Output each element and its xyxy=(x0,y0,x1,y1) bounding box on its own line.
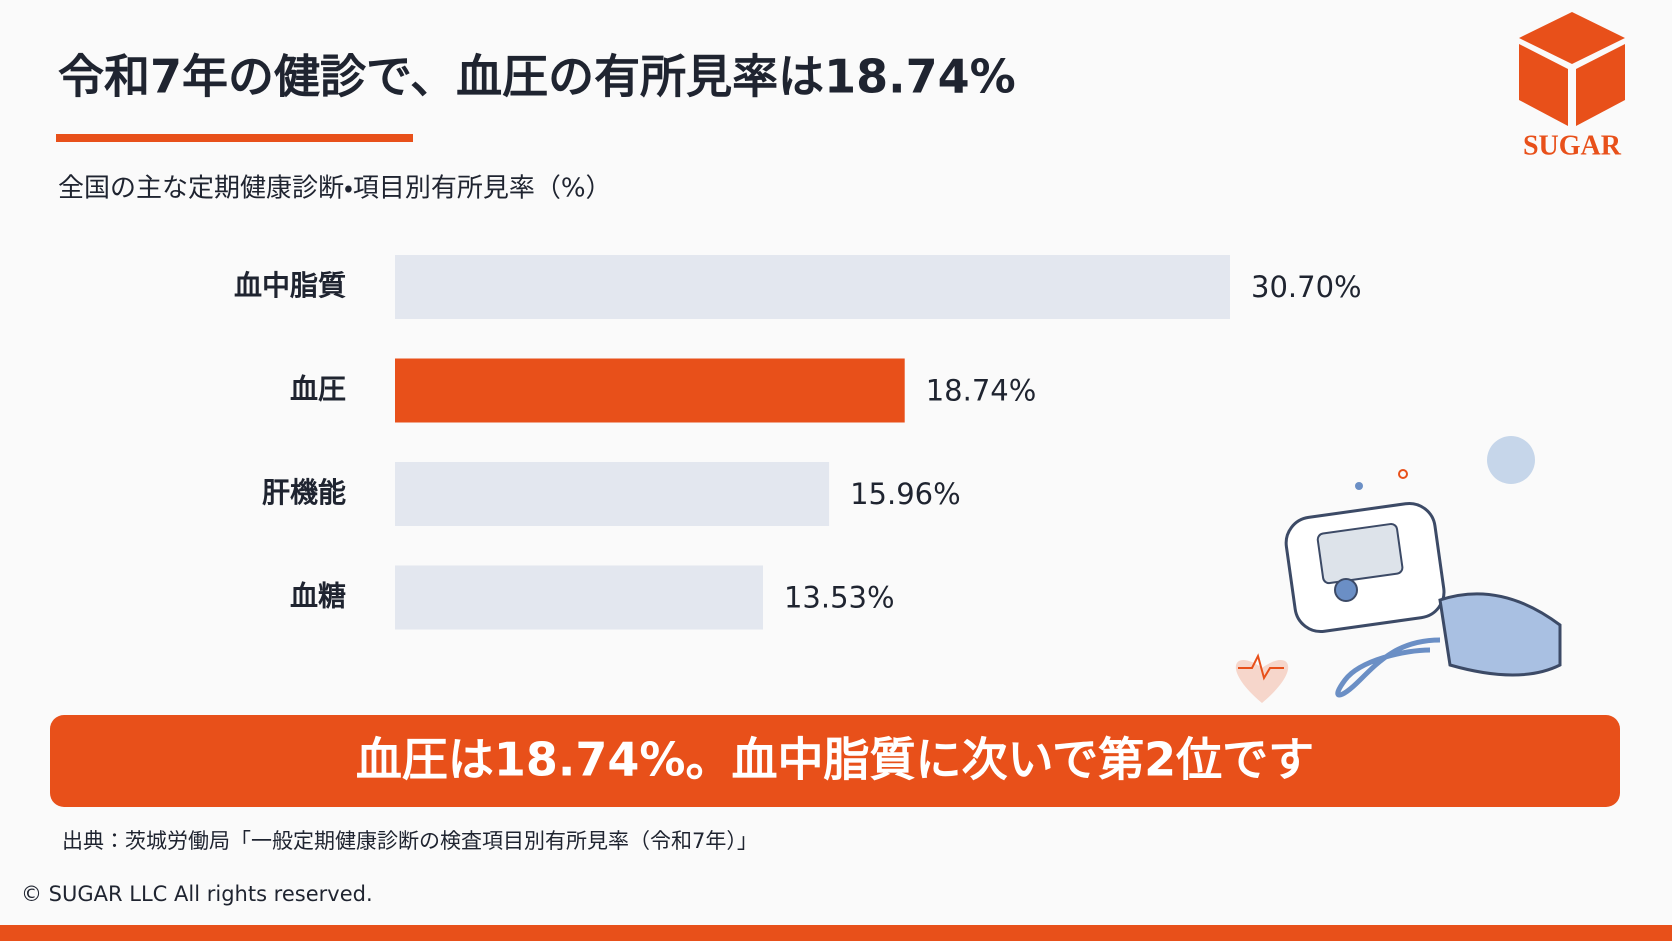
title-underline xyxy=(56,134,413,142)
deco-dot xyxy=(1355,482,1363,490)
value-label: 13.53% xyxy=(784,581,895,615)
logo-text: SUGAR xyxy=(1523,130,1622,161)
monitor-button xyxy=(1334,578,1358,602)
monitor-screen xyxy=(1316,523,1404,585)
deco-dot xyxy=(1398,469,1408,479)
footer-band xyxy=(0,925,1672,941)
bar xyxy=(395,462,830,526)
bar xyxy=(395,255,1230,319)
value-label: 30.70% xyxy=(1251,270,1362,304)
heart xyxy=(1235,660,1289,703)
bar xyxy=(395,565,763,630)
logo-top xyxy=(1519,12,1625,64)
logo-left xyxy=(1519,44,1568,126)
subtitle: 全国の主な定期健康診断・項目別有所見率（%） xyxy=(58,174,612,204)
category-label: 血圧 xyxy=(290,373,346,406)
value-label: 15.96% xyxy=(850,477,961,511)
bar xyxy=(395,358,905,423)
cuff xyxy=(1438,592,1562,677)
value-label: 18.74% xyxy=(926,374,1037,408)
heart-pulse xyxy=(1238,653,1284,681)
bar-chart: 血中脂質 30.70% 血圧 18.74% 肝機能 15.96% 血糖 13.53% xyxy=(234,255,1362,630)
source: 出典：茨城労働局「一般定期健康診断の検査項目別有所見率（令和7年）」 xyxy=(62,829,758,853)
banner xyxy=(50,715,1620,807)
title: 令和7年の健診で、血圧の有所見率は18.74% xyxy=(58,50,1016,104)
category-label: 肝機能 xyxy=(262,476,346,509)
copyright: © SUGAR LLC All rights reserved. xyxy=(21,882,373,906)
logo-right xyxy=(1576,44,1625,126)
category-label: 血中脂質 xyxy=(234,269,346,302)
logo: SUGAR xyxy=(1519,12,1625,161)
tube xyxy=(1335,637,1441,698)
deco-circle xyxy=(1487,436,1535,484)
illustration xyxy=(1235,436,1562,703)
category-label: 血糖 xyxy=(290,580,346,613)
banner-text: 血圧は18.74%。血中脂質に次いで第2位です xyxy=(356,733,1314,787)
